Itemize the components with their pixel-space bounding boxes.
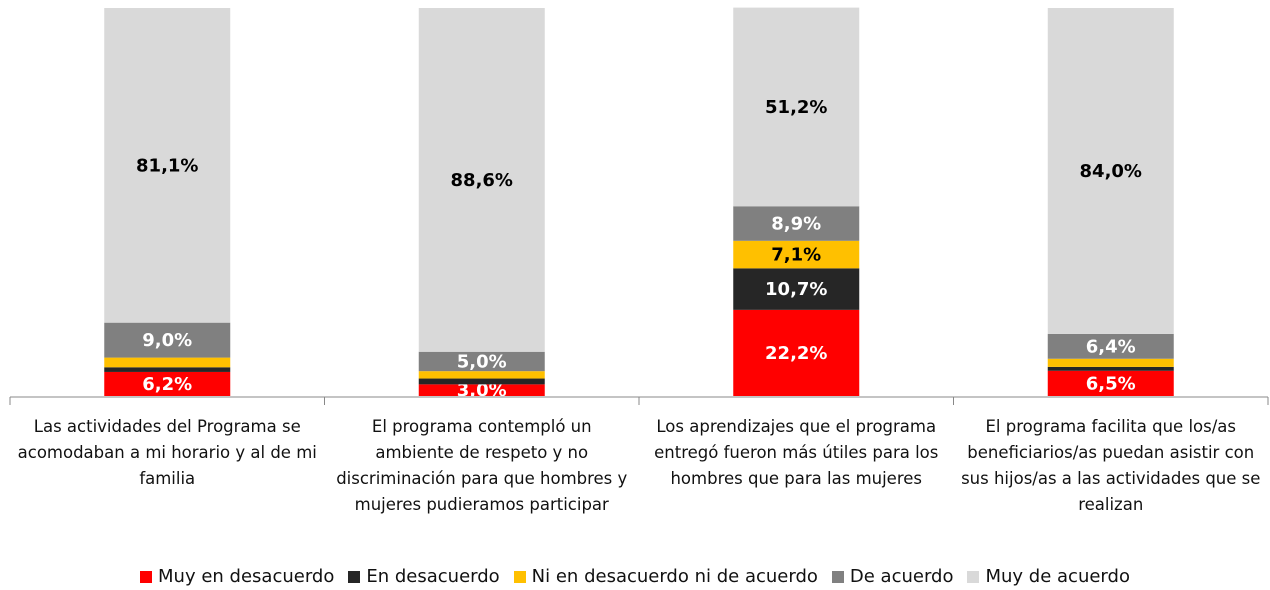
legend-label: En desacuerdo bbox=[366, 566, 500, 587]
data-label: 88,6% bbox=[451, 170, 513, 191]
bar-segment bbox=[1047, 366, 1174, 371]
bar-segment bbox=[104, 357, 231, 368]
bar-segment bbox=[418, 8, 545, 352]
chart: 6,2% 9,0% 81,1% 3,0% 5,0% 88,6% 22,2% 10,7% 7,1%… bbox=[9, 7, 1269, 405]
data-label: 6,5% bbox=[1086, 373, 1136, 394]
bar-segment bbox=[418, 371, 545, 379]
legend-label: Muy de acuerdo bbox=[985, 566, 1130, 587]
bar-segment bbox=[418, 378, 545, 385]
bar-segment bbox=[1047, 333, 1174, 359]
data-label: 3,0% bbox=[457, 380, 507, 401]
data-label: 81,1% bbox=[136, 155, 198, 176]
bar-segment bbox=[733, 7, 860, 207]
legend-item: De acuerdo bbox=[831, 566, 954, 587]
legend-swatch bbox=[831, 570, 844, 583]
legend-label: Ni en desacuerdo ni de acuerdo bbox=[531, 566, 818, 587]
data-label: 22,2% bbox=[765, 343, 827, 364]
bar-segment bbox=[733, 240, 860, 269]
data-label: 8,9% bbox=[771, 214, 821, 235]
legend-label: Muy en desacuerdo bbox=[158, 566, 335, 587]
bar-segment bbox=[1047, 370, 1174, 396]
bar-segment bbox=[104, 371, 231, 396]
x-tick-label: El programa facilita que los/as benefici… bbox=[961, 417, 1261, 514]
data-label: 7,1% bbox=[771, 245, 821, 266]
data-label: 51,2% bbox=[765, 97, 827, 118]
legend: Muy en desacuerdo En desacuerdo Ni en desa… bbox=[0, 566, 1270, 587]
bar-segment bbox=[1047, 8, 1174, 334]
bar-segment bbox=[733, 309, 860, 396]
bar-segment bbox=[418, 351, 545, 372]
bar-segment bbox=[104, 367, 231, 372]
legend-swatch bbox=[348, 570, 361, 583]
legend-swatch bbox=[513, 570, 526, 583]
legend-item: Muy en desacuerdo bbox=[140, 566, 334, 587]
data-label: 9,0% bbox=[142, 330, 192, 351]
data-label: 6,4% bbox=[1086, 336, 1136, 357]
data-label: 10,7% bbox=[765, 279, 827, 300]
x-tick-label: Los aprendizajes que el programa entregó… bbox=[654, 417, 939, 488]
legend-label: De acuerdo bbox=[849, 566, 954, 587]
bar-segment bbox=[418, 384, 545, 396]
data-label: 5,0% bbox=[457, 351, 507, 372]
legend-swatch bbox=[967, 570, 980, 583]
legend-item: Muy de acuerdo bbox=[967, 566, 1130, 587]
legend-swatch bbox=[140, 570, 153, 583]
bar-segment bbox=[733, 206, 860, 241]
x-tick-label: El programa contempló un ambiente de res… bbox=[336, 417, 628, 514]
legend-item: Ni en desacuerdo ni de acuerdo bbox=[513, 566, 818, 587]
x-tick-label: Las actividades del Programa se acomodab… bbox=[17, 417, 317, 488]
bar-segment bbox=[104, 322, 231, 358]
bar-segment bbox=[1047, 358, 1174, 367]
bar-segment bbox=[104, 8, 231, 323]
data-label: 6,2% bbox=[142, 374, 192, 395]
legend-item: En desacuerdo bbox=[348, 566, 500, 587]
bar-segment bbox=[733, 268, 860, 310]
data-label: 84,0% bbox=[1080, 161, 1142, 182]
